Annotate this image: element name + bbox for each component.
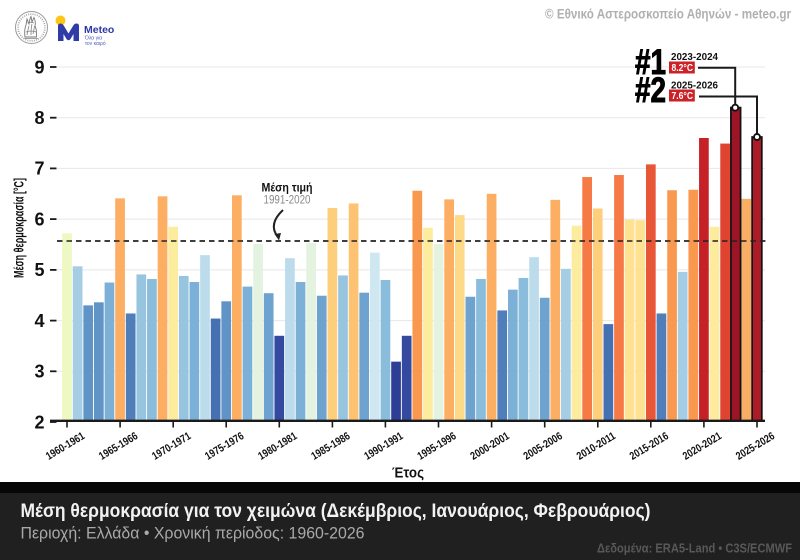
svg-text:Δεδομένα: ERA5-Land • C3S/ECMW: Δεδομένα: ERA5-Land • C3S/ECMWF	[597, 541, 792, 556]
svg-text:5: 5	[34, 260, 44, 280]
svg-text:2: 2	[34, 412, 44, 432]
svg-text:Meteo: Meteo	[84, 24, 114, 36]
svg-text:Μέση θερμοκρασία [°C]: Μέση θερμοκρασία [°C]	[11, 178, 27, 278]
svg-text:Περιοχή: Ελλάδα • Χρονική περί: Περιοχή: Ελλάδα • Χρονική περίοδος: 1960…	[21, 525, 365, 543]
svg-text:Όλα για: Όλα για	[84, 36, 102, 42]
svg-text:8: 8	[34, 108, 44, 128]
svg-text:2023-2024: 2023-2024	[671, 51, 718, 63]
svg-text:7: 7	[34, 159, 44, 179]
svg-text:1991-2020: 1991-2020	[264, 193, 311, 207]
svg-text:#2: #2	[635, 71, 666, 110]
svg-text:4: 4	[34, 311, 44, 331]
svg-text:τον καιρό: τον καιρό	[85, 40, 106, 47]
svg-text:9: 9	[34, 57, 44, 77]
svg-text:Μέση θερμοκρασία για τον χειμώ: Μέση θερμοκρασία για τον χειμώνα (Δεκέμβ…	[21, 500, 651, 522]
svg-text:8.2°C: 8.2°C	[672, 63, 694, 74]
svg-text:© Εθνικό Αστεροσκοπείο Αθηνών: © Εθνικό Αστεροσκοπείο Αθηνών - meteo.gr	[545, 7, 792, 22]
svg-text:Έτος: Έτος	[392, 466, 424, 482]
svg-text:3: 3	[34, 362, 44, 382]
svg-text:Μέση τιμή: Μέση τιμή	[262, 181, 313, 195]
svg-text:#1: #1	[635, 43, 666, 82]
svg-text:6: 6	[34, 209, 44, 229]
svg-text:2025-2026: 2025-2026	[671, 80, 718, 92]
svg-text:7.6°C: 7.6°C	[672, 91, 694, 102]
